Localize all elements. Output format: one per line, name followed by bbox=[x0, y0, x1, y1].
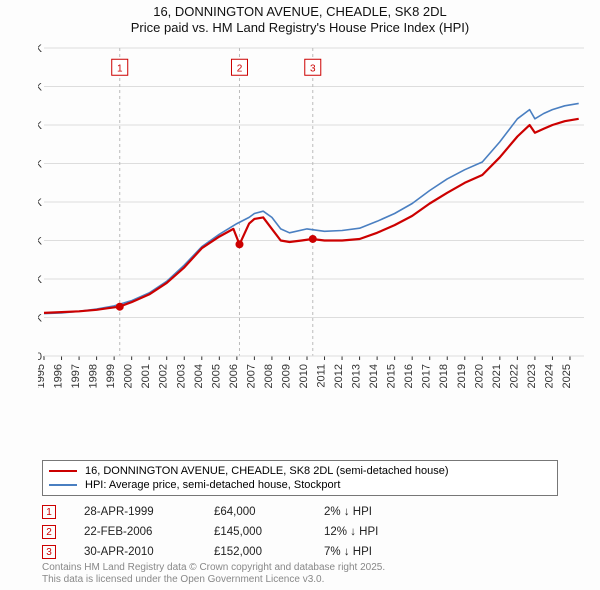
svg-text:£350K: £350K bbox=[38, 82, 43, 94]
svg-text:2001: 2001 bbox=[140, 364, 152, 388]
svg-text:2022: 2022 bbox=[508, 364, 520, 388]
svg-text:£0: £0 bbox=[38, 351, 42, 363]
svg-text:2011: 2011 bbox=[316, 364, 328, 388]
chart-plot: £0 £50K £100K £150K £200K £250K £300K £350K £400… bbox=[38, 42, 590, 412]
svg-text:£50K: £50K bbox=[38, 313, 43, 325]
annotation-price: £145,000 bbox=[214, 526, 324, 538]
svg-text:1998: 1998 bbox=[88, 364, 100, 388]
svg-text:2007: 2007 bbox=[245, 364, 257, 388]
annotation-price: £64,000 bbox=[214, 506, 324, 518]
legend: 16, DONNINGTON AVENUE, CHEADLE, SK8 2DL … bbox=[42, 460, 558, 496]
svg-text:£200K: £200K bbox=[38, 197, 43, 209]
annotation-marker-icon: 1 bbox=[42, 505, 56, 519]
svg-text:2010: 2010 bbox=[298, 364, 310, 388]
svg-text:2008: 2008 bbox=[263, 364, 275, 388]
svg-text:£400K: £400K bbox=[38, 43, 43, 55]
svg-text:£300K: £300K bbox=[38, 120, 43, 132]
legend-swatch-icon bbox=[49, 484, 77, 486]
annotation-row: 2 22-FEB-2006 £145,000 12% ↓ HPI bbox=[42, 522, 434, 542]
annotation-date: 28-APR-1999 bbox=[84, 506, 214, 518]
svg-text:2003: 2003 bbox=[175, 364, 187, 388]
title-block: 16, DONNINGTON AVENUE, CHEADLE, SK8 2DL … bbox=[0, 0, 600, 35]
footer-attribution: Contains HM Land Registry data © Crown c… bbox=[42, 562, 385, 586]
svg-text:2016: 2016 bbox=[403, 364, 415, 388]
annotation-delta: 2% ↓ HPI bbox=[324, 506, 434, 518]
svg-text:2015: 2015 bbox=[386, 364, 398, 388]
title-subtitle: Price paid vs. HM Land Registry's House … bbox=[0, 19, 600, 35]
svg-text:2018: 2018 bbox=[438, 364, 450, 388]
svg-text:2024: 2024 bbox=[543, 364, 555, 388]
legend-swatch-icon bbox=[49, 470, 77, 472]
svg-text:1996: 1996 bbox=[53, 364, 65, 388]
svg-text:£250K: £250K bbox=[38, 159, 43, 171]
svg-text:2014: 2014 bbox=[368, 364, 380, 388]
svg-text:2006: 2006 bbox=[228, 364, 240, 388]
legend-label: HPI: Average price, semi-detached house,… bbox=[85, 479, 340, 491]
svg-text:2023: 2023 bbox=[526, 364, 538, 388]
annotation-delta: 12% ↓ HPI bbox=[324, 526, 434, 538]
svg-text:1999: 1999 bbox=[105, 364, 117, 388]
svg-text:2025: 2025 bbox=[561, 364, 573, 388]
svg-text:2002: 2002 bbox=[158, 364, 170, 388]
annotation-date: 30-APR-2010 bbox=[84, 546, 214, 558]
svg-text:3: 3 bbox=[310, 63, 316, 74]
legend-item: 16, DONNINGTON AVENUE, CHEADLE, SK8 2DL … bbox=[49, 464, 551, 478]
annotation-price: £152,000 bbox=[214, 546, 324, 558]
svg-text:2: 2 bbox=[237, 63, 243, 74]
legend-label: 16, DONNINGTON AVENUE, CHEADLE, SK8 2DL … bbox=[85, 465, 449, 477]
annotation-row: 1 28-APR-1999 £64,000 2% ↓ HPI bbox=[42, 502, 434, 522]
svg-text:2012: 2012 bbox=[333, 364, 345, 388]
title-address: 16, DONNINGTON AVENUE, CHEADLE, SK8 2DL bbox=[0, 4, 600, 19]
svg-text:2000: 2000 bbox=[123, 364, 135, 388]
annotation-date: 22-FEB-2006 bbox=[84, 526, 214, 538]
svg-text:2017: 2017 bbox=[421, 364, 433, 388]
annotation-marker-icon: 2 bbox=[42, 525, 56, 539]
svg-text:£150K: £150K bbox=[38, 236, 43, 248]
chart-container: 16, DONNINGTON AVENUE, CHEADLE, SK8 2DL … bbox=[0, 0, 600, 590]
annotation-table: 1 28-APR-1999 £64,000 2% ↓ HPI 2 22-FEB-… bbox=[42, 502, 434, 562]
svg-text:1: 1 bbox=[117, 63, 123, 74]
svg-text:2009: 2009 bbox=[280, 364, 292, 388]
svg-text:2020: 2020 bbox=[473, 364, 485, 388]
svg-text:£100K: £100K bbox=[38, 274, 43, 286]
chart-svg: £0 £50K £100K £150K £200K £250K £300K £350K £400… bbox=[38, 42, 590, 412]
footer-line: This data is licensed under the Open Gov… bbox=[42, 574, 385, 586]
annotation-row: 3 30-APR-2010 £152,000 7% ↓ HPI bbox=[42, 542, 434, 562]
svg-text:2021: 2021 bbox=[491, 364, 503, 388]
svg-text:1995: 1995 bbox=[38, 364, 47, 388]
svg-text:2004: 2004 bbox=[193, 364, 205, 388]
legend-item: HPI: Average price, semi-detached house,… bbox=[49, 478, 551, 492]
svg-text:2013: 2013 bbox=[351, 364, 363, 388]
footer-line: Contains HM Land Registry data © Crown c… bbox=[42, 562, 385, 574]
svg-text:2005: 2005 bbox=[210, 364, 222, 388]
svg-text:1997: 1997 bbox=[70, 364, 82, 388]
annotation-delta: 7% ↓ HPI bbox=[324, 546, 434, 558]
svg-text:2019: 2019 bbox=[456, 364, 468, 388]
annotation-marker-icon: 3 bbox=[42, 545, 56, 559]
